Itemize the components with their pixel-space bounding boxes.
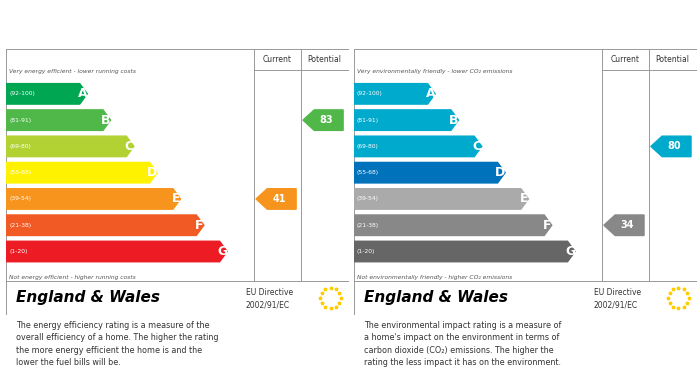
Polygon shape	[354, 136, 482, 157]
Text: C: C	[125, 140, 134, 153]
Text: Energy Efficiency Rating: Energy Efficiency Rating	[16, 21, 188, 34]
Text: 83: 83	[320, 115, 333, 125]
Text: (21-38): (21-38)	[357, 223, 379, 228]
Text: B: B	[101, 114, 111, 127]
Text: C: C	[473, 140, 482, 153]
Text: England & Wales: England & Wales	[16, 291, 160, 305]
Text: D: D	[495, 166, 505, 179]
Text: F: F	[542, 219, 551, 232]
Text: (81-91): (81-91)	[9, 118, 32, 123]
Text: (21-38): (21-38)	[9, 223, 32, 228]
Text: Very energy efficient - lower running costs: Very energy efficient - lower running co…	[9, 69, 136, 74]
Polygon shape	[6, 241, 228, 262]
Text: Not energy efficient - higher running costs: Not energy efficient - higher running co…	[9, 275, 136, 280]
Polygon shape	[256, 189, 296, 209]
Text: Potential: Potential	[307, 56, 341, 65]
Polygon shape	[6, 162, 158, 183]
Text: England & Wales: England & Wales	[364, 291, 508, 305]
Text: Very environmentally friendly - lower CO₂ emissions: Very environmentally friendly - lower CO…	[357, 69, 512, 74]
Polygon shape	[354, 189, 528, 209]
Text: 41: 41	[273, 194, 286, 204]
Text: 80: 80	[668, 142, 681, 151]
Polygon shape	[6, 215, 204, 235]
Polygon shape	[6, 110, 111, 130]
Text: A: A	[426, 87, 435, 100]
Polygon shape	[6, 189, 181, 209]
Text: (1-20): (1-20)	[357, 249, 375, 254]
Text: (92-100): (92-100)	[9, 91, 35, 96]
Text: G: G	[565, 245, 575, 258]
Text: Not environmentally friendly - higher CO₂ emissions: Not environmentally friendly - higher CO…	[357, 275, 512, 280]
Text: 2002/91/EC: 2002/91/EC	[246, 301, 290, 310]
Text: (39-54): (39-54)	[357, 196, 379, 201]
Text: (69-80): (69-80)	[357, 144, 379, 149]
Polygon shape	[604, 215, 644, 235]
Text: 2002/91/EC: 2002/91/EC	[594, 301, 638, 310]
Polygon shape	[354, 241, 575, 262]
Polygon shape	[354, 215, 552, 235]
Polygon shape	[651, 136, 691, 157]
Polygon shape	[354, 162, 505, 183]
Text: (1-20): (1-20)	[9, 249, 27, 254]
Text: Current: Current	[610, 56, 640, 65]
Text: The energy efficiency rating is a measure of the
overall efficiency of a home. T: The energy efficiency rating is a measur…	[16, 321, 218, 367]
Text: E: E	[172, 192, 180, 205]
Polygon shape	[354, 84, 435, 104]
Text: (69-80): (69-80)	[9, 144, 31, 149]
Text: (55-68): (55-68)	[357, 170, 379, 175]
Polygon shape	[6, 136, 134, 157]
Text: EU Directive: EU Directive	[246, 288, 293, 297]
Text: (55-68): (55-68)	[9, 170, 32, 175]
Polygon shape	[354, 110, 458, 130]
Polygon shape	[6, 84, 87, 104]
Text: G: G	[217, 245, 228, 258]
Text: E: E	[519, 192, 528, 205]
Text: (81-91): (81-91)	[357, 118, 379, 123]
Text: (92-100): (92-100)	[357, 91, 383, 96]
Text: D: D	[147, 166, 158, 179]
Text: Potential: Potential	[655, 56, 689, 65]
Text: (39-54): (39-54)	[9, 196, 31, 201]
Text: Environmental Impact (CO₂) Rating: Environmental Impact (CO₂) Rating	[364, 21, 610, 34]
Text: 34: 34	[621, 220, 634, 230]
Text: EU Directive: EU Directive	[594, 288, 641, 297]
Text: F: F	[195, 219, 203, 232]
Text: B: B	[449, 114, 458, 127]
Text: A: A	[78, 87, 88, 100]
Text: Current: Current	[262, 56, 292, 65]
Polygon shape	[303, 110, 343, 130]
Text: The environmental impact rating is a measure of
a home's impact on the environme: The environmental impact rating is a mea…	[364, 321, 561, 367]
